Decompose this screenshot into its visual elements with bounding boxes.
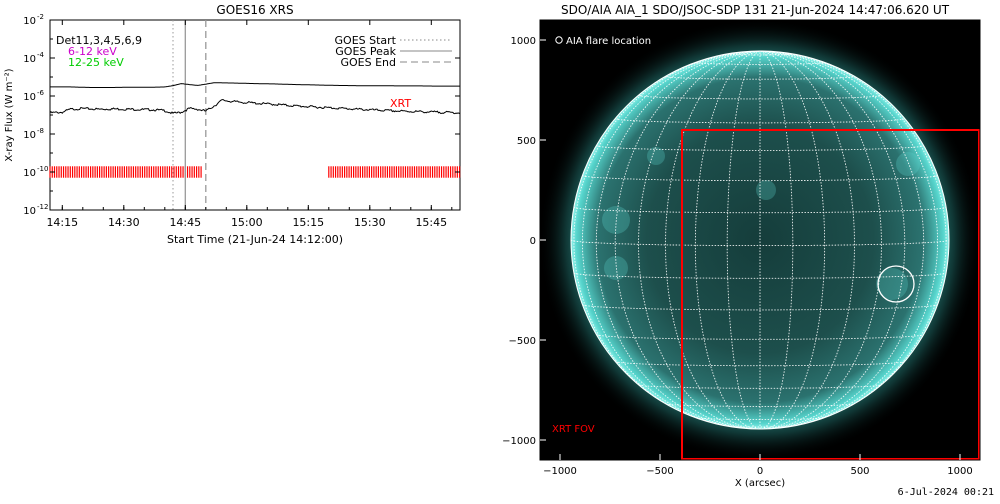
aia-panel: SDO/AIA AIA_1 SDO/JSOC-SDP 131 21-Jun-20… — [502, 3, 981, 489]
grid-line — [665, 76, 855, 80]
active-region-glow — [647, 147, 665, 165]
y-tick-label: −1000 — [502, 436, 536, 447]
grid-line — [759, 51, 939, 429]
y-tick-exponent: -8 — [37, 127, 44, 135]
x-tick-label: 15:30 — [354, 216, 386, 229]
y-tick-label: 10 — [23, 168, 36, 179]
legend-goes-start: GOES Start — [335, 34, 397, 47]
legend-goes-peak: GOES Peak — [335, 45, 396, 58]
x-tick-label: −500 — [646, 466, 673, 477]
x-tick-label: 0 — [757, 466, 763, 477]
y-tick-label: 500 — [517, 136, 536, 147]
xrt-coverage-bars — [49, 166, 461, 178]
goes-flux-series — [49, 82, 461, 115]
x-tick-label: 15:45 — [415, 216, 447, 229]
band-low-label: 6-12 keV — [68, 45, 117, 58]
y-tick-exponent: -6 — [37, 89, 45, 97]
grid-line — [665, 51, 761, 429]
aia-x-ticks: −1000 −500 0 500 1000 — [543, 454, 973, 477]
grid-line — [726, 53, 794, 56]
grid-line — [694, 51, 761, 429]
legend-goes-end: GOES End — [340, 56, 396, 69]
x-tick-label: 14:15 — [46, 216, 78, 229]
aia-title: SDO/AIA AIA_1 SDO/JSOC-SDP 131 21-Jun-20… — [561, 3, 950, 17]
grid-line — [759, 51, 794, 429]
y-tick-label: 10 — [23, 92, 36, 103]
band-high-label: 12-25 keV — [68, 56, 124, 69]
grid-line — [596, 334, 924, 340]
grid-line — [595, 51, 761, 429]
xrt-label: XRT — [390, 97, 411, 110]
grid-line — [759, 51, 855, 429]
goes-y-axis-label: X-ray Flux (W m⁻²) — [4, 68, 15, 161]
x-tick-label: 15:15 — [292, 216, 324, 229]
xrt-fov-box — [681, 129, 980, 460]
y-tick-exponent: -2 — [37, 13, 44, 21]
y-tick-exponent: -10 — [37, 165, 48, 173]
x-tick-label: −1000 — [543, 466, 577, 477]
active-region-glow — [604, 256, 628, 280]
x-tick-label: 1000 — [947, 466, 972, 477]
goes-legend: GOES Start GOES Peak GOES End — [335, 34, 452, 69]
grid-line — [638, 94, 882, 100]
grid-line — [638, 384, 882, 389]
grid-line — [726, 51, 761, 429]
flux-series-line — [50, 82, 460, 88]
aia-x-axis-label: X (arcsec) — [735, 478, 785, 489]
flux-series-line — [49, 99, 461, 115]
y-tick-exponent: -12 — [37, 203, 48, 211]
grid-line — [759, 51, 925, 429]
active-region-glow — [756, 180, 776, 200]
grid-line — [665, 403, 855, 407]
grid-line — [638, 51, 761, 429]
y-tick-label: −500 — [509, 336, 536, 347]
y-tick-label: 10 — [23, 16, 36, 27]
flare-legend-label: AIA flare location — [566, 36, 651, 47]
y-tick-label: 10 — [23, 130, 36, 141]
x-tick-label: 500 — [850, 466, 869, 477]
flare-legend-icon — [555, 36, 563, 44]
active-regions — [602, 147, 920, 300]
goes-title: GOES16 XRS — [216, 3, 293, 17]
y-tick-label: 10 — [23, 206, 36, 217]
y-tick-exponent: -4 — [37, 51, 45, 59]
x-tick-label: 15:00 — [231, 216, 263, 229]
footer-date: 6-Jul-2024 00:21 — [897, 487, 994, 498]
goes-event-lines — [172, 20, 207, 210]
y-tick-label: 10 — [23, 54, 36, 65]
grid-line — [582, 304, 938, 311]
goes-x-axis-label: Start Time (21-Jun-24 14:12:00) — [167, 233, 343, 246]
aia-y-ticks: −1000 −500 0 500 1000 — [502, 36, 546, 447]
goes-x-ticks: 14:15 14:30 14:45 15:00 15:15 15:30 15:45 — [46, 20, 453, 229]
solar-limb — [570, 50, 950, 430]
flare-location-marker — [877, 265, 915, 303]
active-region-glow — [876, 268, 908, 300]
y-tick-label: 0 — [530, 236, 536, 247]
detector-label: Det11,3,4,5,6,9 — [56, 34, 142, 47]
active-region-glow — [602, 206, 630, 234]
x-tick-label: 14:45 — [169, 216, 201, 229]
y-tick-label: 1000 — [511, 36, 536, 47]
grid-line — [581, 51, 761, 429]
grid-line — [759, 51, 826, 429]
grid-line — [595, 145, 925, 151]
goes-panel: GOES16 XRS 14:15 14:30 14:45 15:00 15:15 15:3… — [4, 3, 461, 246]
active-region-glow — [896, 152, 920, 176]
grid-line — [759, 51, 882, 429]
x-tick-label: 14:30 — [108, 216, 140, 229]
xrt-fov-label: XRT FOV — [552, 424, 595, 435]
